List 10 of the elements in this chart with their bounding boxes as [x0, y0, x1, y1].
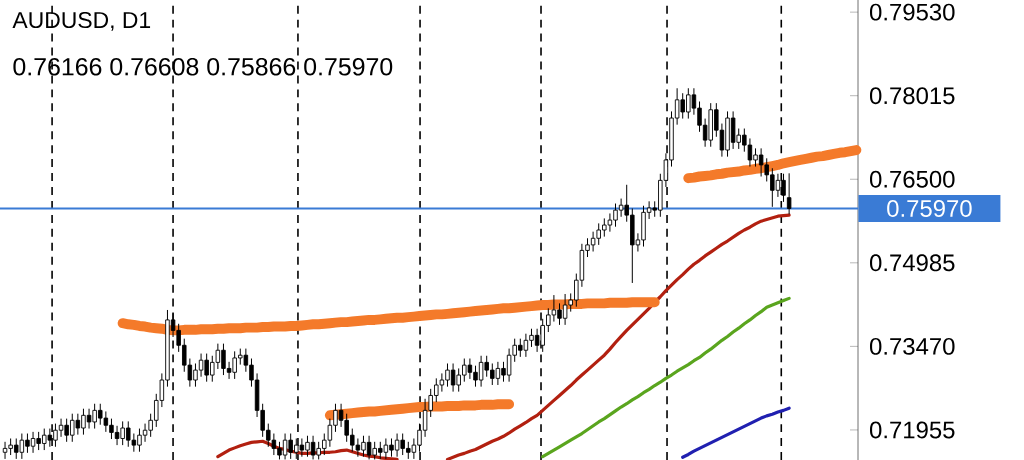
candlestick: [786, 172, 792, 215]
ref-line-label: 0.75970: [887, 200, 972, 217]
y-tick-label: 0.76500: [869, 170, 955, 188]
text: 0.76166 0.76608 0.75866 0.75970: [13, 57, 393, 76]
y-tick-label: 0.78015: [869, 87, 955, 105]
y-tick-label: 0.71955: [869, 421, 955, 439]
y-tick-label: 0.79530: [869, 3, 955, 21]
y-tick-label: 0.73470: [869, 337, 955, 355]
y-tick-label: 0.74985: [869, 254, 955, 272]
chart-title: AUDUSD, D1: [12, 11, 151, 31]
